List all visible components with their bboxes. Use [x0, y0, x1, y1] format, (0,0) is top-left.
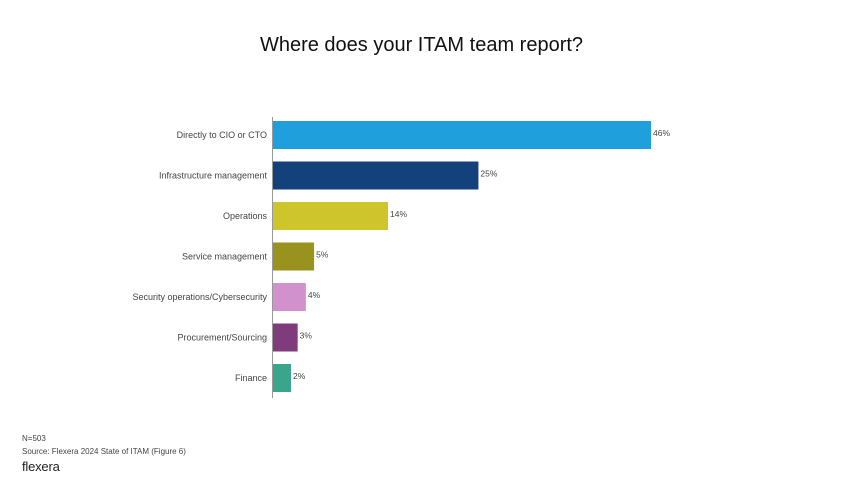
category-label: Finance: [235, 373, 267, 383]
value-label: 4%: [308, 290, 321, 300]
category-label: Security operations/Cybersecurity: [132, 292, 267, 302]
bar-1: [273, 161, 479, 190]
bar-6: [273, 364, 291, 392]
value-label: 25%: [480, 169, 497, 179]
bar-0: [273, 121, 651, 149]
bar-3: [273, 242, 315, 271]
bar-2: [273, 202, 389, 230]
category-label: Infrastructure management: [159, 171, 268, 181]
flexera-logo: flexera: [22, 459, 60, 474]
value-label: 46%: [653, 128, 670, 138]
category-label: Directly to CIO or CTO: [177, 130, 267, 140]
sample-size: N=503: [22, 434, 46, 443]
category-label: Procurement/Sourcing: [177, 333, 267, 343]
value-label: 2%: [293, 371, 306, 381]
value-label: 14%: [390, 209, 407, 219]
value-label: 5%: [316, 250, 329, 260]
chart-title: Where does your ITAM team report?: [259, 34, 584, 56]
category-label: Operations: [223, 211, 268, 221]
category-label: Service management: [182, 252, 268, 262]
source-note: Source: Flexera 2024 State of ITAM (Figu…: [22, 447, 186, 456]
value-label: 3%: [300, 331, 313, 341]
bar-4: [273, 283, 306, 311]
bar-5: [273, 323, 298, 352]
